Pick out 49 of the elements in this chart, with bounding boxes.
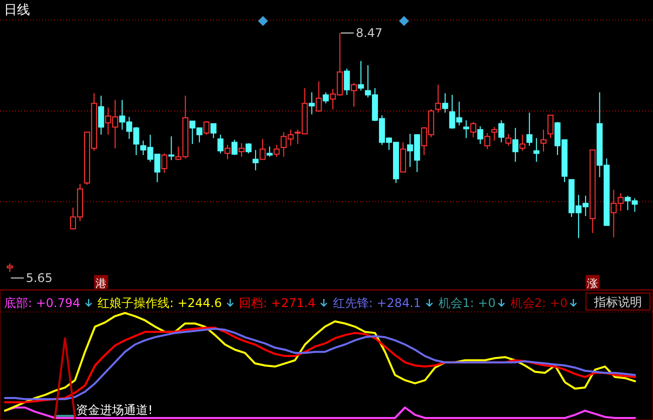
chart-title: 日线 [4, 3, 30, 18]
text: 底部: +0.794 [4, 296, 80, 310]
candlestick [252, 149, 259, 171]
candlestick [477, 126, 484, 145]
candlestick [512, 127, 518, 162]
text: 指标说明 [593, 295, 642, 309]
candlestick [308, 92, 315, 115]
candlestick [168, 136, 174, 161]
candlestick [224, 144, 230, 160]
candlestick [274, 144, 280, 158]
candlestick [505, 133, 512, 146]
candlestick [266, 146, 273, 158]
candlestick [316, 80, 322, 112]
candlestick [246, 142, 252, 154]
candlestick [232, 139, 238, 156]
candlestick [442, 92, 448, 114]
candlestick [498, 120, 504, 143]
candlestick [533, 138, 540, 162]
candlestick [217, 134, 224, 154]
candlestick [260, 138, 266, 160]
candlestick [203, 120, 210, 136]
candlestick [540, 129, 546, 152]
candlestick [358, 60, 364, 92]
text: 回档: +271.4 [239, 296, 316, 310]
text: 涨 [587, 277, 598, 290]
annotation: 5.65 [26, 271, 53, 285]
candlestick [435, 84, 442, 114]
candlestick [400, 142, 406, 172]
annotation: 8.47 [356, 26, 383, 40]
candlestick [210, 123, 216, 139]
annotation: 资金进场通道! [76, 403, 153, 417]
text: 红娘子操作线: +244.6 [98, 296, 222, 310]
text: 机会2: +0 [510, 296, 568, 310]
candlestick [470, 121, 476, 138]
candlestick [547, 114, 554, 139]
candlestick [350, 82, 357, 108]
candlestick [519, 134, 526, 152]
candlestick [463, 120, 470, 139]
candlestick [161, 152, 168, 174]
candlestick [238, 142, 245, 158]
text: 红先锋: +284.1 [332, 296, 422, 310]
candlestick [491, 126, 498, 142]
candlestick [98, 95, 104, 136]
text: 港 [96, 277, 107, 290]
text: 机会1: +0 [438, 296, 496, 310]
candlestick [322, 92, 329, 104]
candlestick [484, 132, 490, 150]
candlestick [526, 112, 532, 146]
candlestick [344, 68, 350, 96]
